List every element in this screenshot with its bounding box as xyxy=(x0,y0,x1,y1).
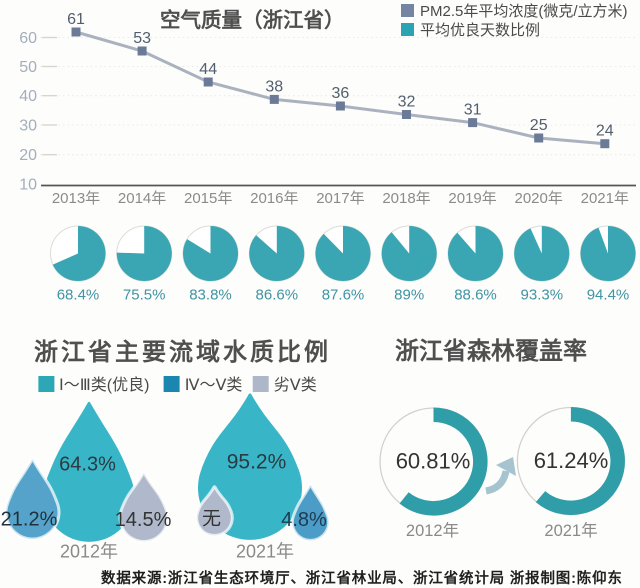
svg-text:44: 44 xyxy=(199,61,217,78)
svg-text:20: 20 xyxy=(19,147,37,164)
svg-text:10: 10 xyxy=(19,177,37,194)
svg-text:53: 53 xyxy=(133,30,151,47)
svg-text:数据来源:浙江省生态环境厅、浙江省林业局、浙江省统计局 浙报: 数据来源:浙江省生态环境厅、浙江省林业局、浙江省统计局 浙报制图:陈仰东 xyxy=(101,569,623,587)
svg-text:无: 无 xyxy=(202,509,221,530)
svg-text:2013年: 2013年 xyxy=(52,190,100,207)
svg-text:38: 38 xyxy=(265,78,283,95)
svg-text:94.4%: 94.4% xyxy=(587,287,630,304)
svg-text:87.6%: 87.6% xyxy=(322,287,365,304)
svg-text:68.4%: 68.4% xyxy=(57,287,100,304)
svg-text:2012年: 2012年 xyxy=(406,521,459,540)
svg-text:4.8%: 4.8% xyxy=(281,509,327,531)
svg-text:浙江省主要流域水质比例: 浙江省主要流域水质比例 xyxy=(34,339,331,366)
svg-text:空气质量（浙江省）: 空气质量（浙江省） xyxy=(160,8,345,32)
svg-text:40: 40 xyxy=(19,88,37,105)
svg-text:14.5%: 14.5% xyxy=(115,509,172,531)
svg-text:21.2%: 21.2% xyxy=(1,509,58,531)
svg-text:89%: 89% xyxy=(394,287,424,304)
svg-text:Ⅳ～Ⅴ类: Ⅳ～Ⅴ类 xyxy=(185,376,243,394)
svg-text:32: 32 xyxy=(398,94,416,111)
svg-text:64.3%: 64.3% xyxy=(59,454,116,476)
svg-text:36: 36 xyxy=(332,85,350,102)
svg-text:2021年: 2021年 xyxy=(236,542,294,562)
svg-text:2016年: 2016年 xyxy=(250,190,298,207)
svg-text:61: 61 xyxy=(67,11,85,28)
svg-text:2014年: 2014年 xyxy=(118,190,166,207)
svg-text:31: 31 xyxy=(464,102,482,119)
svg-text:83.8%: 83.8% xyxy=(189,287,232,304)
svg-text:60: 60 xyxy=(19,30,37,47)
svg-text:30: 30 xyxy=(19,118,37,135)
svg-text:86.6%: 86.6% xyxy=(256,287,299,304)
svg-text:平均优良天数比例: 平均优良天数比例 xyxy=(420,22,540,39)
svg-text:25: 25 xyxy=(530,117,548,134)
svg-text:PM2.5年平均浓度(微克/立方米): PM2.5年平均浓度(微克/立方米) xyxy=(420,3,628,20)
svg-text:75.5%: 75.5% xyxy=(123,287,166,304)
svg-text:Ⅰ～Ⅲ类(优良): Ⅰ～Ⅲ类(优良) xyxy=(59,376,149,394)
svg-text:2015年: 2015年 xyxy=(184,190,232,207)
svg-text:24: 24 xyxy=(596,123,614,140)
svg-text:2017年: 2017年 xyxy=(316,190,364,207)
svg-text:50: 50 xyxy=(19,59,37,76)
svg-text:88.6%: 88.6% xyxy=(454,287,497,304)
svg-text:2021年: 2021年 xyxy=(581,190,629,207)
svg-text:61.24%: 61.24% xyxy=(534,448,609,473)
svg-text:2012年: 2012年 xyxy=(60,542,118,562)
svg-text:2020年: 2020年 xyxy=(515,190,563,207)
svg-text:2021年: 2021年 xyxy=(544,521,597,540)
svg-text:95.2%: 95.2% xyxy=(227,451,287,474)
svg-text:93.3%: 93.3% xyxy=(521,287,564,304)
svg-text:60.81%: 60.81% xyxy=(396,449,471,474)
svg-text:2018年: 2018年 xyxy=(382,190,430,207)
svg-text:浙江省森林覆盖率: 浙江省森林覆盖率 xyxy=(395,337,587,365)
svg-text:劣Ⅴ类: 劣Ⅴ类 xyxy=(274,376,317,394)
svg-text:2019年: 2019年 xyxy=(448,190,496,207)
